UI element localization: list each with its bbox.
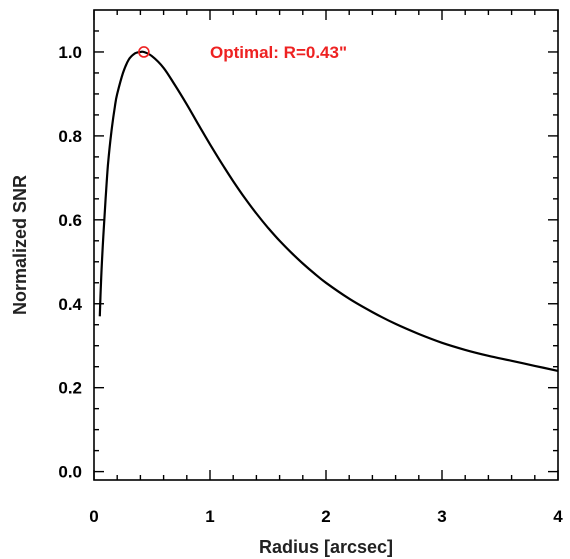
x-tick-label: 1 xyxy=(205,507,214,526)
y-tick-label: 0.0 xyxy=(58,463,82,482)
optimal-annotation: Optimal: R=0.43" xyxy=(210,43,347,62)
y-tick-label: 0.8 xyxy=(58,127,82,146)
y-tick-label: 0.4 xyxy=(58,295,82,314)
tick-marks xyxy=(93,10,559,480)
y-tick-label: 1.0 xyxy=(58,43,82,62)
y-tick-labels: 0.0 0.2 0.4 0.6 0.8 1.0 xyxy=(58,43,82,482)
x-tick-label: 4 xyxy=(553,507,563,526)
y-axis-label: Normalized SNR xyxy=(10,175,30,315)
optimal-radius-marker xyxy=(138,46,150,58)
x-tick-label: 3 xyxy=(437,507,446,526)
x-tick-label: 2 xyxy=(321,507,330,526)
plot-frame xyxy=(93,9,559,481)
y-tick-label: 0.2 xyxy=(58,379,82,398)
x-tick-labels: 0 1 2 3 4 xyxy=(89,507,563,526)
x-tick-label: 0 xyxy=(89,507,98,526)
y-tick-label: 0.6 xyxy=(58,211,82,230)
series-line-snr xyxy=(98,50,559,372)
x-axis-label: Radius [arcsec] xyxy=(259,537,393,557)
